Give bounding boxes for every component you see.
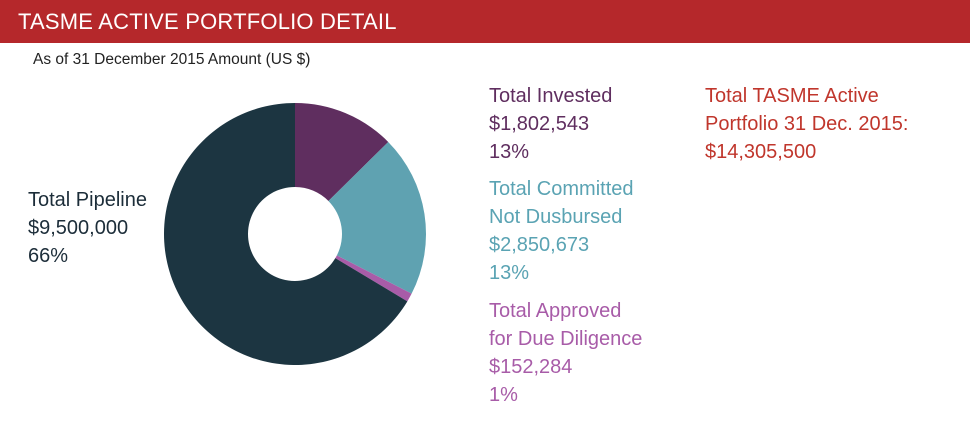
pipeline-label-line: Total Pipeline <box>28 189 147 211</box>
approved-percent: 1% <box>489 384 518 406</box>
pipeline-label: Total Pipeline $9,500,000 66% <box>28 186 147 270</box>
total-portfolio-label: Total TASME Active Portfolio 31 Dec. 201… <box>705 82 908 166</box>
invested-percent: 13% <box>489 141 530 163</box>
donut-slice-invested <box>295 103 389 201</box>
approved-amount: $152,284 <box>489 356 573 378</box>
invested-label-line: Total Invested <box>489 85 613 107</box>
committed-label: Total Committed Not Dusbursed $2,850,673… <box>489 175 634 287</box>
donut-slice-pipeline <box>164 103 408 365</box>
invested-label: Total Invested $1,802,543 13% <box>489 82 612 166</box>
committed-label-line-1: Total Committed <box>489 178 634 200</box>
header-bar: TASME ACTIVE PORTFOLIO DETAIL <box>0 0 970 43</box>
approved-label-line-1: Total Approved <box>489 300 622 322</box>
pipeline-amount: $9,500,000 <box>28 217 129 239</box>
total-label-line-1: Total TASME Active <box>705 85 879 107</box>
donut-chart <box>164 103 427 365</box>
pipeline-percent: 66% <box>28 245 69 267</box>
chart-subtitle: As of 31 December 2015 Amount (US $) <box>33 51 311 68</box>
approved-label: Total Approved for Due Diligence $152,28… <box>489 297 642 409</box>
committed-amount: $2,850,673 <box>489 234 590 256</box>
total-label-line-2: Portfolio 31 Dec. 2015: <box>705 113 909 135</box>
donut-slice-approved <box>335 255 412 302</box>
committed-label-line-2: Not Dusbursed <box>489 206 623 228</box>
invested-amount: $1,802,543 <box>489 113 590 135</box>
total-amount: $14,305,500 <box>705 141 817 163</box>
approved-label-line-2: for Due Diligence <box>489 328 643 350</box>
committed-percent: 13% <box>489 262 530 284</box>
page-title: TASME ACTIVE PORTFOLIO DETAIL <box>18 9 397 34</box>
donut-slice-committed <box>328 141 427 294</box>
